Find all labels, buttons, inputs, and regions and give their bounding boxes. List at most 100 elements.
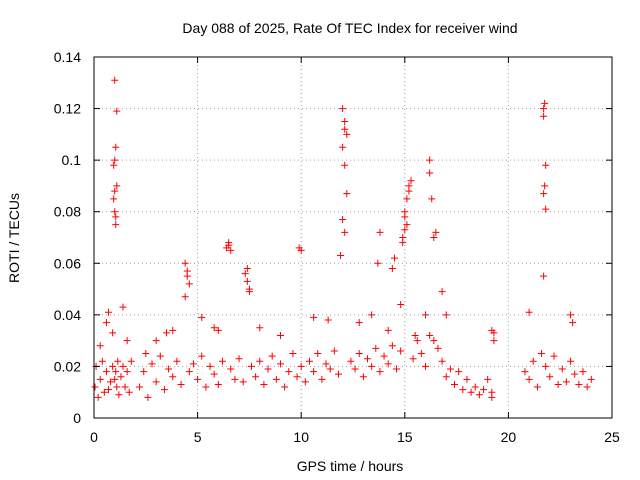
data-point xyxy=(426,169,434,177)
data-point xyxy=(281,383,289,391)
data-point xyxy=(403,221,411,229)
data-point xyxy=(183,267,191,275)
data-point xyxy=(252,373,260,381)
data-point xyxy=(467,388,475,396)
data-point xyxy=(110,161,118,169)
data-point xyxy=(326,365,334,373)
data-point xyxy=(245,288,253,296)
y-tick-label: 0.02 xyxy=(54,358,81,374)
data-point xyxy=(111,375,119,383)
data-point xyxy=(368,311,376,319)
data-point xyxy=(202,383,210,391)
data-point xyxy=(384,326,392,334)
data-point xyxy=(399,239,407,247)
data-point xyxy=(343,190,351,198)
data-point xyxy=(339,215,347,223)
data-point xyxy=(438,357,446,365)
data-point xyxy=(422,362,430,370)
data-point xyxy=(235,355,243,363)
data-point xyxy=(426,331,434,339)
y-tick-label: 0.08 xyxy=(54,204,81,220)
data-point xyxy=(113,107,121,115)
data-point xyxy=(318,375,326,383)
data-point xyxy=(397,347,405,355)
data-point xyxy=(181,293,189,301)
data-point xyxy=(432,228,440,236)
data-point xyxy=(529,357,537,365)
data-point xyxy=(562,378,570,386)
data-point xyxy=(96,342,104,350)
data-point xyxy=(442,311,450,319)
data-point xyxy=(107,378,115,386)
data-point xyxy=(210,324,218,332)
data-point xyxy=(117,373,125,381)
data-point xyxy=(540,272,548,280)
data-point xyxy=(111,208,119,216)
data-point xyxy=(575,380,583,388)
data-point xyxy=(341,161,349,169)
data-point xyxy=(98,357,106,365)
data-point xyxy=(295,244,303,252)
data-point xyxy=(525,308,533,316)
data-point xyxy=(339,143,347,151)
data-point xyxy=(111,156,119,164)
plot-frame xyxy=(93,56,613,419)
data-point xyxy=(397,301,405,309)
x-tick-labels: 0 5 10 15 20 25 xyxy=(90,429,620,445)
data-point xyxy=(114,357,122,365)
x-tick-label: 20 xyxy=(501,429,517,445)
data-point xyxy=(521,368,529,376)
data-point xyxy=(546,373,554,381)
data-point xyxy=(125,388,133,396)
data-point xyxy=(156,352,164,360)
grid-lines xyxy=(94,57,612,418)
data-point xyxy=(471,383,479,391)
data-point xyxy=(330,347,338,355)
data-point xyxy=(324,316,332,324)
data-point xyxy=(525,375,533,383)
data-point xyxy=(136,383,144,391)
data-point xyxy=(100,388,108,396)
data-point xyxy=(96,375,104,383)
data-point xyxy=(554,380,562,388)
data-point xyxy=(301,378,309,386)
data-point xyxy=(540,112,548,120)
data-point xyxy=(376,368,384,376)
data-point xyxy=(305,357,313,365)
data-point xyxy=(401,213,409,221)
data-point xyxy=(341,228,349,236)
data-point xyxy=(272,375,280,383)
data-point xyxy=(169,326,177,334)
data-point xyxy=(446,365,454,373)
data-point xyxy=(121,383,129,391)
data-point xyxy=(185,280,193,288)
data-point xyxy=(169,373,177,381)
data-point xyxy=(140,368,148,376)
data-point xyxy=(102,319,110,327)
data-point xyxy=(105,308,113,316)
y-tick-labels: 0 0.02 0.04 0.06 0.08 0.1 0.12 0.14 xyxy=(54,49,81,426)
data-point xyxy=(198,313,206,321)
y-tick-label: 0.14 xyxy=(54,49,81,65)
data-point xyxy=(112,368,120,376)
data-point xyxy=(111,187,119,195)
data-point xyxy=(177,380,185,388)
data-point xyxy=(256,357,264,365)
data-point xyxy=(393,365,401,373)
data-point xyxy=(256,324,264,332)
data-point xyxy=(289,350,297,358)
data-point xyxy=(163,329,171,337)
data-point xyxy=(409,355,417,363)
data-point xyxy=(413,337,421,345)
data-point xyxy=(123,368,131,376)
data-point xyxy=(119,362,127,370)
y-tick-label: 0.12 xyxy=(54,101,81,117)
data-point xyxy=(430,337,438,345)
data-point xyxy=(111,76,119,84)
data-point xyxy=(455,368,463,376)
data-point xyxy=(210,370,218,378)
y-tick-label: 0.04 xyxy=(54,307,81,323)
data-point xyxy=(109,362,117,370)
data-point xyxy=(310,368,318,376)
data-point xyxy=(189,360,197,368)
